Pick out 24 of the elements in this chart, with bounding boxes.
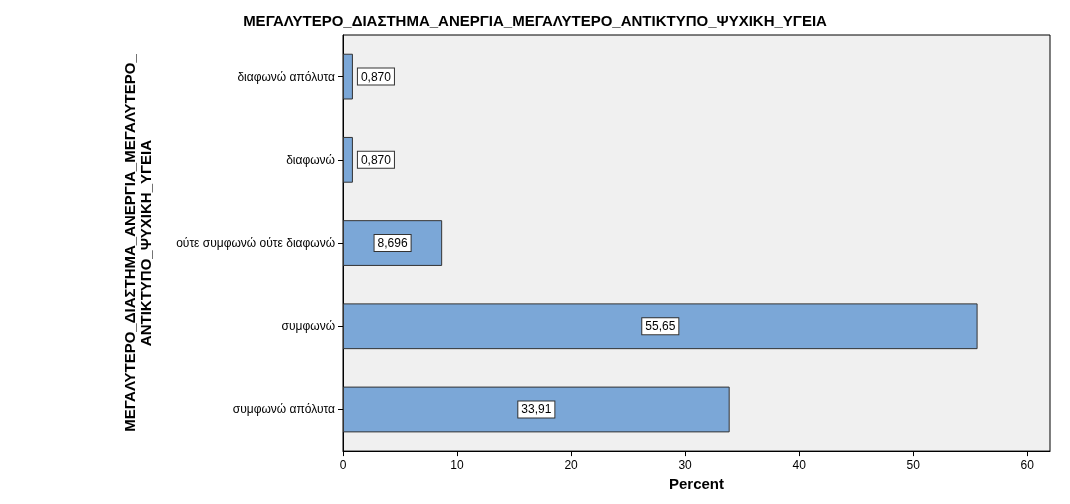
x-axis-title: Percent <box>668 475 725 492</box>
y-tick-label: διαφωνώ <box>286 152 335 167</box>
x-tick-label: 0 <box>339 458 347 473</box>
y-tick-label: διαφωνώ απόλυτα <box>237 69 336 84</box>
x-tick-label: 20 <box>564 458 579 473</box>
x-tick-label: 10 <box>450 458 465 473</box>
data-label: 0,870 <box>360 69 392 84</box>
bar <box>343 386 730 433</box>
x-tick-label: 30 <box>678 458 693 473</box>
x-tick-label: 60 <box>1020 458 1035 473</box>
data-label: 0,870 <box>360 152 392 167</box>
x-tick-label: 40 <box>792 458 807 473</box>
bar <box>343 136 353 183</box>
data-label: 33,91 <box>521 402 552 417</box>
bar <box>343 53 353 100</box>
bar <box>343 303 978 350</box>
y-tick-label: ούτε συμφωνώ ούτε διαφωνώ <box>176 236 335 251</box>
y-tick-label: συμφωνώ απόλυτα <box>232 402 336 417</box>
data-label: 55,65 <box>645 319 676 334</box>
y-tick-label: συμφωνώ <box>281 319 335 334</box>
x-tick-label: 50 <box>906 458 921 473</box>
data-label: 8,696 <box>377 236 408 251</box>
y-axis-title: ΜΕΓΑΛΥΤΕΡΟ_ΔΙΑΣΤΗΜΑ_ΑΝΕΡΓΙΑ_ΜΕΓΑΛΥΤΕΡΟ_ ΑΝΤΙΚΤΥΠΟ_ΨΥΧΙΚΗ_ΥΓΕΙΑ <box>120 53 154 432</box>
chart-title: ΜΕΓΑΛΥΤΕΡΟ_ΔΙΑΣΤΗΜΑ_ΑΝΕΡΓΙΑ_ΜΕΓΑΛΥΤΕΡΟ_ΑΝΤΙΚΤΥΠΟ_ΨΥΧΙΚΗ_ΥΓΕΙΑ <box>243 12 828 29</box>
